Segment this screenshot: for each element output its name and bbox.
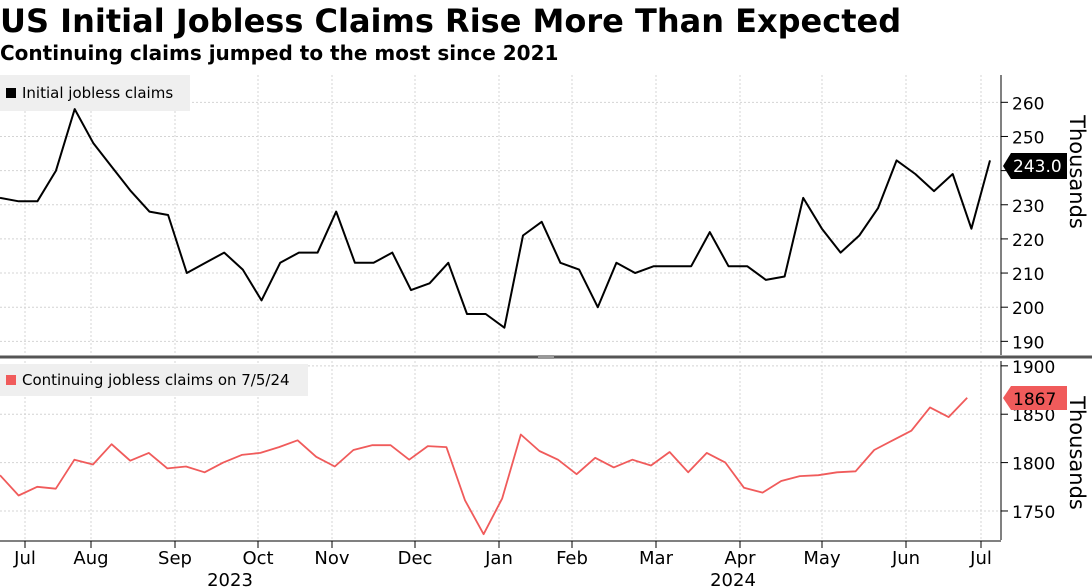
x-ticks: Jul Aug Sep Oct Nov Dec Jan Feb Mar Apr May Jun Jul 2…: [13, 541, 992, 588]
y-tick-label: 210: [1012, 265, 1044, 285]
chart-subtitle: Continuing claims jumped to the most sin…: [0, 41, 559, 65]
y-tick-label: 200: [1012, 299, 1044, 319]
last-value-label-continuing: 1867: [1013, 390, 1056, 410]
x-tick-label: Jan: [484, 548, 513, 569]
panel-divider-handle: [538, 355, 554, 359]
series-lines: [0, 108, 991, 536]
x-tick-label: Oct: [242, 548, 273, 569]
chart-title: US Initial Jobless Claims Rise More Than…: [0, 2, 902, 40]
x-tick-label: Apr: [724, 548, 756, 569]
legend-swatch-continuing: [6, 375, 16, 385]
y-axis-label-continuing: Thousands: [1065, 395, 1089, 510]
y-tick-label: 220: [1012, 231, 1044, 251]
x-year-label: 2023: [207, 570, 253, 588]
y-tick-label: 260: [1012, 94, 1044, 114]
y-axis-label-initial: Thousands: [1065, 114, 1089, 229]
x-tick-label: May: [803, 548, 841, 569]
legend-box-initial: [0, 75, 190, 111]
y-tick-label: 1900: [1012, 358, 1055, 378]
legend-box-continuing: [0, 364, 308, 396]
x-tick-label: Nov: [314, 548, 349, 569]
legend-swatch-initial: [6, 88, 16, 98]
last-value-label-initial: 243.0: [1013, 157, 1062, 177]
y-tick-label: 1800: [1012, 455, 1055, 475]
x-tick-label: Feb: [556, 548, 588, 569]
x-tick-label: Jul: [969, 548, 992, 569]
y-tick-label: 1750: [1012, 503, 1055, 523]
legend-label-continuing: Continuing jobless claims on 7/5/24: [22, 371, 290, 389]
y-tick-label: 230: [1012, 197, 1044, 217]
legend-label-initial: Initial jobless claims: [22, 84, 173, 102]
x-year-label: 2024: [710, 570, 756, 588]
x-tick-label: Dec: [398, 548, 433, 569]
x-tick-label: Jul: [13, 548, 36, 569]
y-tick-label: 250: [1012, 128, 1044, 148]
y-tick-label: 190: [1012, 333, 1044, 353]
series-line-1: [0, 397, 968, 536]
series-line-0: [0, 108, 991, 329]
x-tick-label: Aug: [73, 548, 108, 569]
x-tick-label: Mar: [639, 548, 674, 569]
last-value-tag-continuing: [1003, 386, 1067, 410]
x-tick-label: Jun: [891, 548, 920, 569]
last-value-tag-initial: [1003, 153, 1067, 179]
y-tick-label: 1850: [1012, 406, 1055, 426]
gridlines: [0, 75, 1001, 540]
x-tick-label: Sep: [158, 548, 192, 569]
